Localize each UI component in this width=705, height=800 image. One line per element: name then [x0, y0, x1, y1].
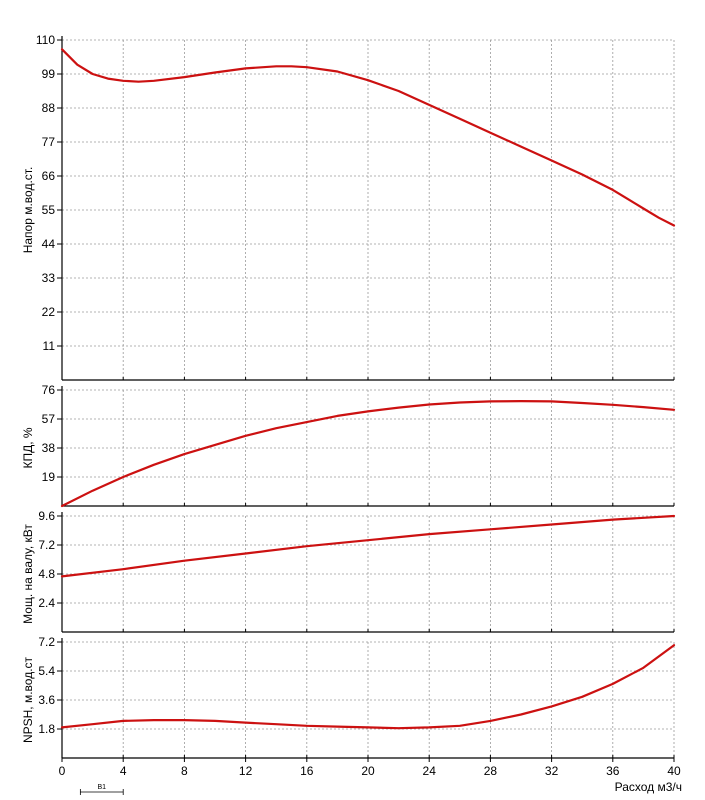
y-tick-label: 11 — [43, 339, 56, 353]
x-tick-label: 40 — [667, 764, 681, 778]
panel-efficiency: 19 38 57 76 КПД, % — [21, 383, 676, 508]
x-tick-label: 0 — [59, 764, 66, 778]
x-tick-label: 24 — [423, 764, 437, 778]
y-tick-label: 88 — [42, 101, 56, 115]
series-line-power — [60, 514, 676, 578]
y-axis-label: Напор м.вод.ст. — [21, 167, 35, 254]
x-tick-label: 12 — [239, 764, 253, 778]
y-tick-label: 33 — [42, 271, 56, 285]
series-line-npsh — [60, 644, 676, 730]
y-tick-label: 9.6 — [38, 509, 55, 523]
annotation-label: B1 — [97, 784, 106, 791]
panel-head: 11 22 33 44 55 66 77 88 99 110 Напор м.вод.ст. — [21, 33, 676, 381]
y-axis-label: КПД, % — [21, 427, 35, 468]
x-tick-label: 8 — [181, 764, 188, 778]
y-tick-label: 76 — [42, 383, 56, 397]
y-tick-label: 77 — [42, 135, 56, 149]
y-tick-label: 7.2 — [38, 635, 55, 649]
y-tick-label: 110 — [36, 33, 55, 47]
y-tick-label: 55 — [42, 203, 56, 217]
y-tick-label: 38 — [42, 441, 56, 455]
y-tick-label: 66 — [42, 169, 56, 183]
x-tick-label: 4 — [120, 764, 127, 778]
y-tick-label: 1.8 — [38, 722, 55, 736]
series-line-efficiency — [60, 400, 676, 508]
x-tick-label: 36 — [606, 764, 620, 778]
y-tick-label: 5.4 — [38, 664, 55, 678]
x-axis-label: Расход м3/ч — [615, 780, 682, 794]
x-tick-label: 28 — [484, 764, 498, 778]
y-tick-label: 57 — [42, 412, 56, 426]
annotation-b1: B1 — [79, 784, 124, 795]
y-tick-label: 4.8 — [38, 567, 55, 581]
y-axis-label: NPSH, м.вод.ст — [21, 656, 35, 743]
y-tick-label: 2.4 — [38, 596, 55, 610]
series-line-head — [60, 48, 676, 227]
y-tick-label: 19 — [42, 470, 56, 484]
y-tick-label: 99 — [42, 67, 56, 81]
y-tick-label: 7.2 — [38, 538, 55, 552]
x-tick-label: 32 — [545, 764, 559, 778]
x-tick-label: 16 — [300, 764, 314, 778]
y-tick-label: 22 — [42, 305, 56, 319]
y-axis-label: Мощ. на валу, кВт — [21, 524, 35, 624]
y-tick-label: 3.6 — [38, 693, 55, 707]
x-tick-label: 20 — [361, 764, 375, 778]
y-tick-label: 44 — [42, 237, 56, 251]
